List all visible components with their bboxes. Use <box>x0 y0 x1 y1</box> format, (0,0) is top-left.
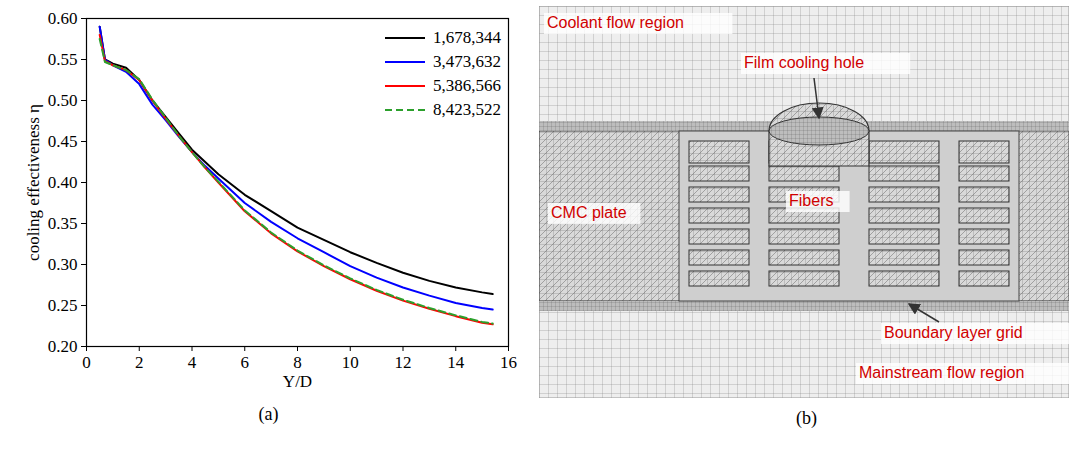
svg-text:Coolant flow region: Coolant flow region <box>547 14 684 31</box>
html-text:3,473,632: 3,473,632 <box>433 52 501 71</box>
svg-text:0.60: 0.60 <box>48 9 78 28</box>
svg-text:Boundary layer grid: Boundary layer grid <box>884 324 1023 341</box>
html-text:(a): (a) <box>258 404 279 424</box>
svg-text:10: 10 <box>342 353 359 372</box>
svg-text:Y/D: Y/D <box>283 372 312 391</box>
svg-text:0.45: 0.45 <box>48 132 78 151</box>
svg-text:0.30: 0.30 <box>48 255 78 274</box>
svg-text:0.40: 0.40 <box>48 173 78 192</box>
svg-text:0.55: 0.55 <box>48 50 78 69</box>
html-text:8,423,522: 8,423,522 <box>433 100 501 119</box>
svg-text:16: 16 <box>500 353 517 372</box>
svg-text:8: 8 <box>293 353 302 372</box>
svg-text:Mainstream flow region: Mainstream flow region <box>859 364 1024 381</box>
svg-text:0.50: 0.50 <box>48 91 78 110</box>
html-text:(b): (b) <box>796 408 817 428</box>
svg-text:2: 2 <box>135 353 144 372</box>
svg-text:Film cooling hole: Film cooling hole <box>744 54 864 71</box>
svg-text:CMC plate: CMC plate <box>551 204 627 221</box>
svg-text:0.20: 0.20 <box>48 337 78 356</box>
svg-text:0: 0 <box>82 353 91 372</box>
html-text:5,386,566: 5,386,566 <box>433 76 501 95</box>
svg-text:14: 14 <box>447 353 465 372</box>
svg-text:0.25: 0.25 <box>48 296 78 315</box>
svg-text:0.35: 0.35 <box>48 214 78 233</box>
svg-text:6: 6 <box>241 353 250 372</box>
svg-text:12: 12 <box>395 353 412 372</box>
svg-text:cooling effectiveness η: cooling effectiveness η <box>24 104 43 261</box>
svg-text:Fibers: Fibers <box>789 192 833 209</box>
html-text:1,678,344: 1,678,344 <box>433 28 501 47</box>
svg-text:4: 4 <box>188 353 197 372</box>
